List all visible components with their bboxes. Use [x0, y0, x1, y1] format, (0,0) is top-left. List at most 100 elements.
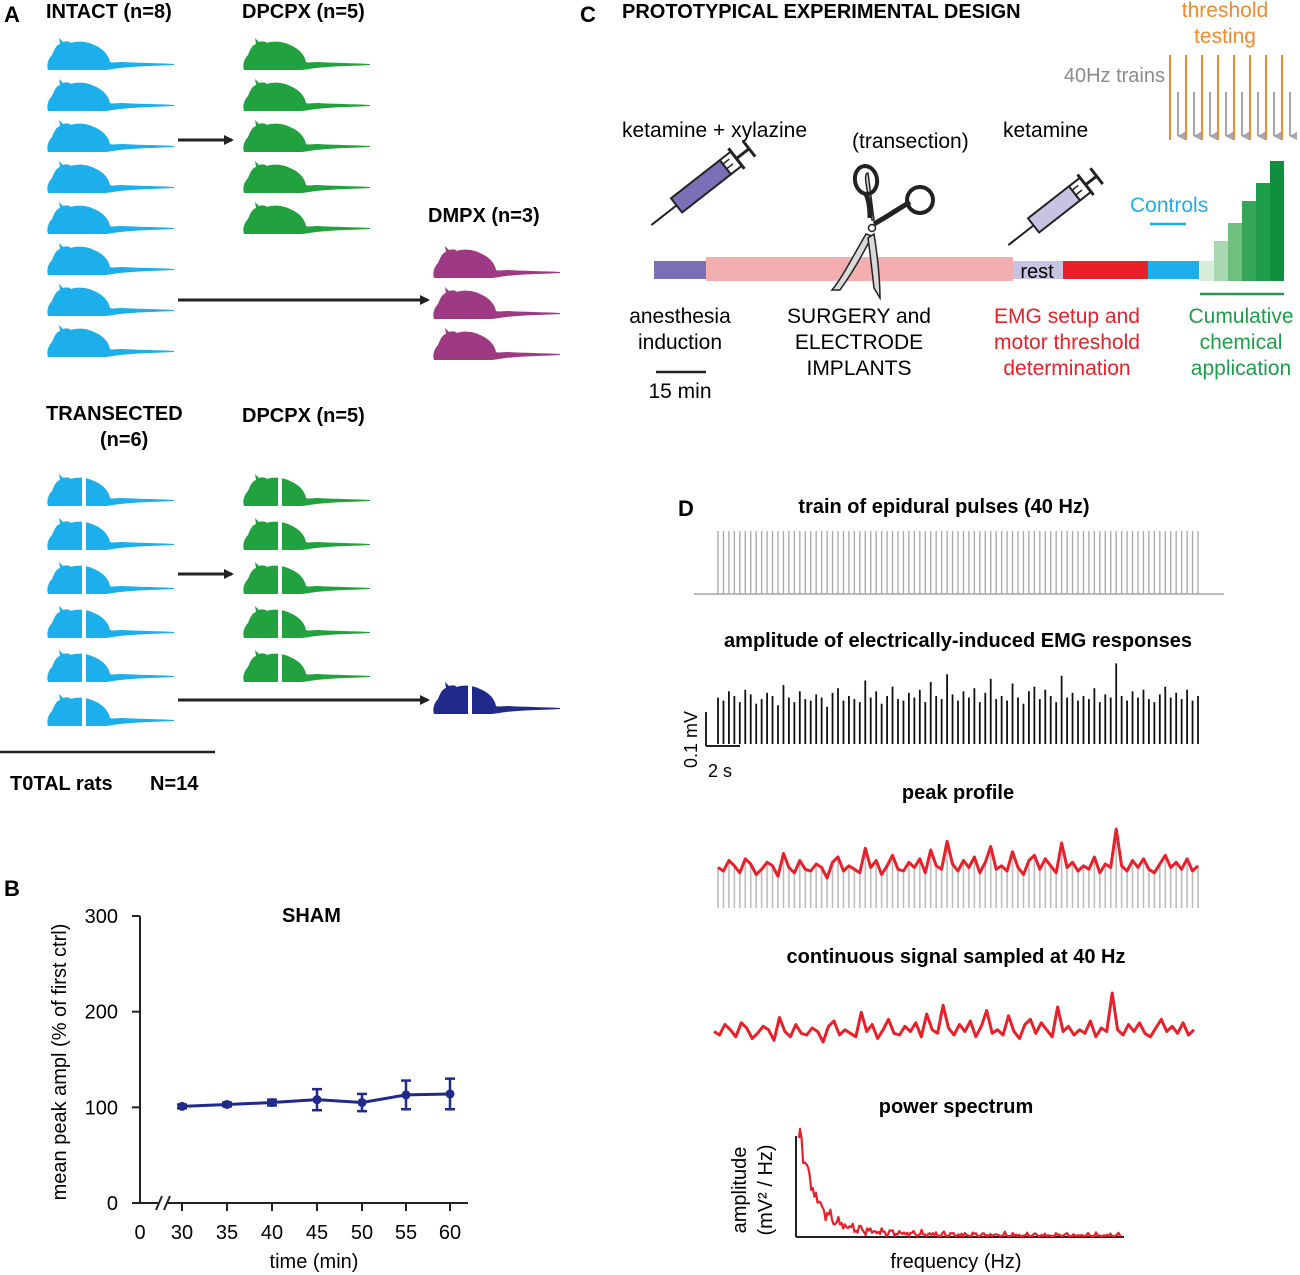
- rat-icon: [47, 562, 175, 596]
- transection-gap: [278, 474, 282, 508]
- rat-icon: [433, 287, 560, 319]
- panel-b: B SHAM mean peak ampl (% of first ctrl) …: [4, 876, 468, 1273]
- data-point: [312, 1095, 322, 1105]
- x-tick-label: 50: [351, 1222, 373, 1244]
- transection-gap: [468, 682, 472, 716]
- y-tick-label: 300: [85, 906, 118, 928]
- timeline-rest-segment: [1013, 261, 1063, 279]
- rat-icon: [47, 650, 175, 684]
- rat-icon: [243, 161, 370, 193]
- rat-icon: [47, 694, 175, 728]
- dpcpx-label-top: DPCPX (n=5): [242, 1, 365, 23]
- cumulative-dose-bar: [1270, 161, 1284, 281]
- timeline-induction-segment: [654, 261, 706, 279]
- surgery-label-line2: ELECTRODE: [795, 331, 923, 354]
- transection-gap: [82, 562, 86, 596]
- sham-x-axis-label: time (min): [270, 1251, 359, 1273]
- surgery-label-line3: IMPLANTS: [806, 357, 911, 380]
- x-tick-label: 55: [395, 1222, 417, 1244]
- sham-y-axis-label: mean peak ampl (% of first ctrl): [49, 924, 71, 1201]
- panel-d-letter: D: [678, 496, 694, 521]
- transection-gap: [82, 694, 86, 728]
- cumulative-label-line3: application: [1191, 357, 1291, 380]
- rat-icon: [243, 474, 370, 508]
- ketamine-label: ketamine: [1003, 119, 1088, 142]
- transection-gap: [278, 606, 282, 640]
- dmpx-rats-group: [433, 246, 560, 360]
- rat-icon: [243, 518, 370, 552]
- anesthesia-label-line1: anesthesia: [629, 305, 731, 328]
- scale-time-label: 2 s: [708, 761, 732, 781]
- rat-icon: [243, 650, 370, 684]
- peak-profile-trace: [717, 827, 1200, 880]
- threshold-lines-group: [1169, 55, 1297, 140]
- rat-icon: [47, 202, 175, 234]
- rest-label: rest: [1020, 261, 1054, 283]
- peak-profile-plot: [717, 827, 1200, 908]
- transection-gap: [82, 518, 86, 552]
- rat-icon: [47, 325, 175, 357]
- rat-icon: [47, 79, 175, 111]
- panel-a-letter: A: [4, 2, 20, 27]
- data-point: [222, 1099, 232, 1109]
- rat-icon: [47, 474, 175, 508]
- rat-icon: [47, 38, 175, 70]
- power-x-label: frequency (Hz): [890, 1251, 1021, 1273]
- surgery-label-line1: SURGERY and: [787, 305, 931, 328]
- anesthesia-label-line2: induction: [638, 331, 722, 354]
- rat-icon: [47, 518, 175, 552]
- rat-icon: [433, 246, 560, 278]
- transection-label: (transection): [852, 130, 969, 153]
- y-tick-label: 200: [85, 1002, 118, 1024]
- cumulative-dose-bar: [1242, 201, 1256, 281]
- data-point: [445, 1089, 455, 1099]
- continuous-title: continuous signal sampled at 40 Hz: [787, 946, 1126, 968]
- continuous-signal-trace: [713, 991, 1196, 1044]
- panel-c-letter: C: [580, 2, 596, 27]
- x-tick-label: 60: [439, 1222, 461, 1244]
- timeline-controls-segment: [1148, 261, 1199, 279]
- transection-gap: [82, 606, 86, 640]
- data-point: [267, 1098, 277, 1108]
- dpcpx-bottom-rats-group: [243, 474, 370, 684]
- syringe-icon: [1007, 167, 1104, 246]
- rat-icon: [47, 161, 175, 193]
- panel-c: C PROTOTYPICAL EXPERIMENTAL DESIGN thres…: [580, 0, 1297, 403]
- x-tick-label: 30: [171, 1222, 193, 1244]
- dpcpx-label-bottom: DPCPX (n=5): [242, 405, 365, 427]
- y-tick-label: 100: [85, 1097, 118, 1119]
- x-tick-label: 45: [306, 1222, 328, 1244]
- peak-profile-title: peak profile: [902, 782, 1014, 804]
- rat-icon: [243, 79, 370, 111]
- cumulative-label-line1: Cumulative: [1188, 305, 1293, 328]
- x-tick-label: 40: [261, 1222, 283, 1244]
- total-value: N=14: [150, 773, 199, 795]
- scale-voltage-label: 0.1 mV: [681, 711, 701, 768]
- sham-chart: 0 100 200 300 0 30 35 40 45 50 55 60: [85, 906, 468, 1244]
- cumulative-label-line2: chemical: [1200, 331, 1283, 354]
- rat-icon: [47, 243, 175, 275]
- trains-label: 40Hz trains: [1064, 65, 1165, 87]
- total-label: T0TAL rats: [10, 773, 113, 795]
- continuous-signal-plot: [713, 991, 1196, 1044]
- intact-rats-group: [47, 38, 175, 357]
- cumulative-dose-bar: [1214, 241, 1228, 281]
- power-spectrum-plot: [797, 1127, 1122, 1238]
- rat-icon: [243, 202, 370, 234]
- axis-break-mark: [155, 1195, 163, 1211]
- rat-icon: [243, 562, 370, 596]
- transection-gap: [82, 474, 86, 508]
- transected-rats-group: [47, 474, 175, 728]
- emg-label-line3: determination: [1003, 357, 1130, 380]
- rat-icon: [433, 328, 560, 360]
- panel-a: A INTACT (n=8) DPCPX (n=5) DMPX (n=3) TR…: [0, 1, 560, 795]
- rat-icon: [243, 120, 370, 152]
- emg-label-line1: EMG setup and: [994, 305, 1140, 328]
- train-title: train of epidural pulses (40 Hz): [798, 496, 1089, 518]
- y-tick-label: 0: [107, 1193, 118, 1215]
- sham-rat-group: [433, 682, 560, 716]
- threshold-label-line2: testing: [1194, 25, 1256, 48]
- transected-label-line1: TRANSECTED: [46, 403, 183, 425]
- syringe-icon: [650, 139, 757, 226]
- intact-label: INTACT (n=8): [46, 1, 172, 23]
